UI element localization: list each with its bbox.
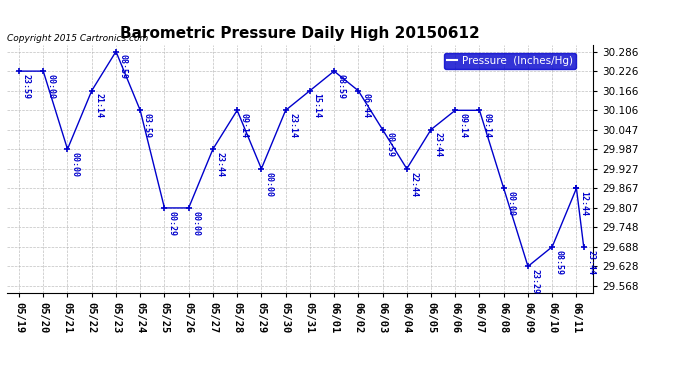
Text: 00:00: 00:00 [46, 74, 55, 99]
Text: 23:59: 23:59 [22, 74, 31, 99]
Title: Barometric Pressure Daily High 20150612: Barometric Pressure Daily High 20150612 [120, 26, 480, 41]
Text: 09:14: 09:14 [482, 113, 491, 138]
Text: 00:00: 00:00 [191, 211, 200, 236]
Text: 23:14: 23:14 [288, 113, 297, 138]
Text: 08:59: 08:59 [337, 74, 346, 99]
Text: 09:14: 09:14 [240, 113, 249, 138]
Text: 03:59: 03:59 [143, 113, 152, 138]
Text: 00:29: 00:29 [167, 211, 176, 236]
Text: 21:14: 21:14 [95, 93, 103, 118]
Text: 15:14: 15:14 [313, 93, 322, 118]
Text: 09:14: 09:14 [458, 113, 467, 138]
Text: 23:29: 23:29 [531, 269, 540, 294]
Legend: Pressure  (Inches/Hg): Pressure (Inches/Hg) [444, 53, 576, 69]
Text: 00:59: 00:59 [385, 132, 394, 158]
Text: 23:44: 23:44 [434, 132, 443, 158]
Text: Copyright 2015 Cartronics.com: Copyright 2015 Cartronics.com [8, 33, 149, 42]
Text: 00:00: 00:00 [506, 191, 515, 216]
Text: 23:44: 23:44 [586, 250, 595, 274]
Text: 22:44: 22:44 [410, 171, 419, 196]
Text: 00:00: 00:00 [264, 171, 273, 196]
Text: 23:44: 23:44 [216, 152, 225, 177]
Text: 00:00: 00:00 [70, 152, 79, 177]
Text: 08:59: 08:59 [119, 54, 128, 79]
Text: 06:44: 06:44 [361, 93, 370, 118]
Text: 12:44: 12:44 [579, 191, 588, 216]
Text: 08:59: 08:59 [555, 250, 564, 274]
